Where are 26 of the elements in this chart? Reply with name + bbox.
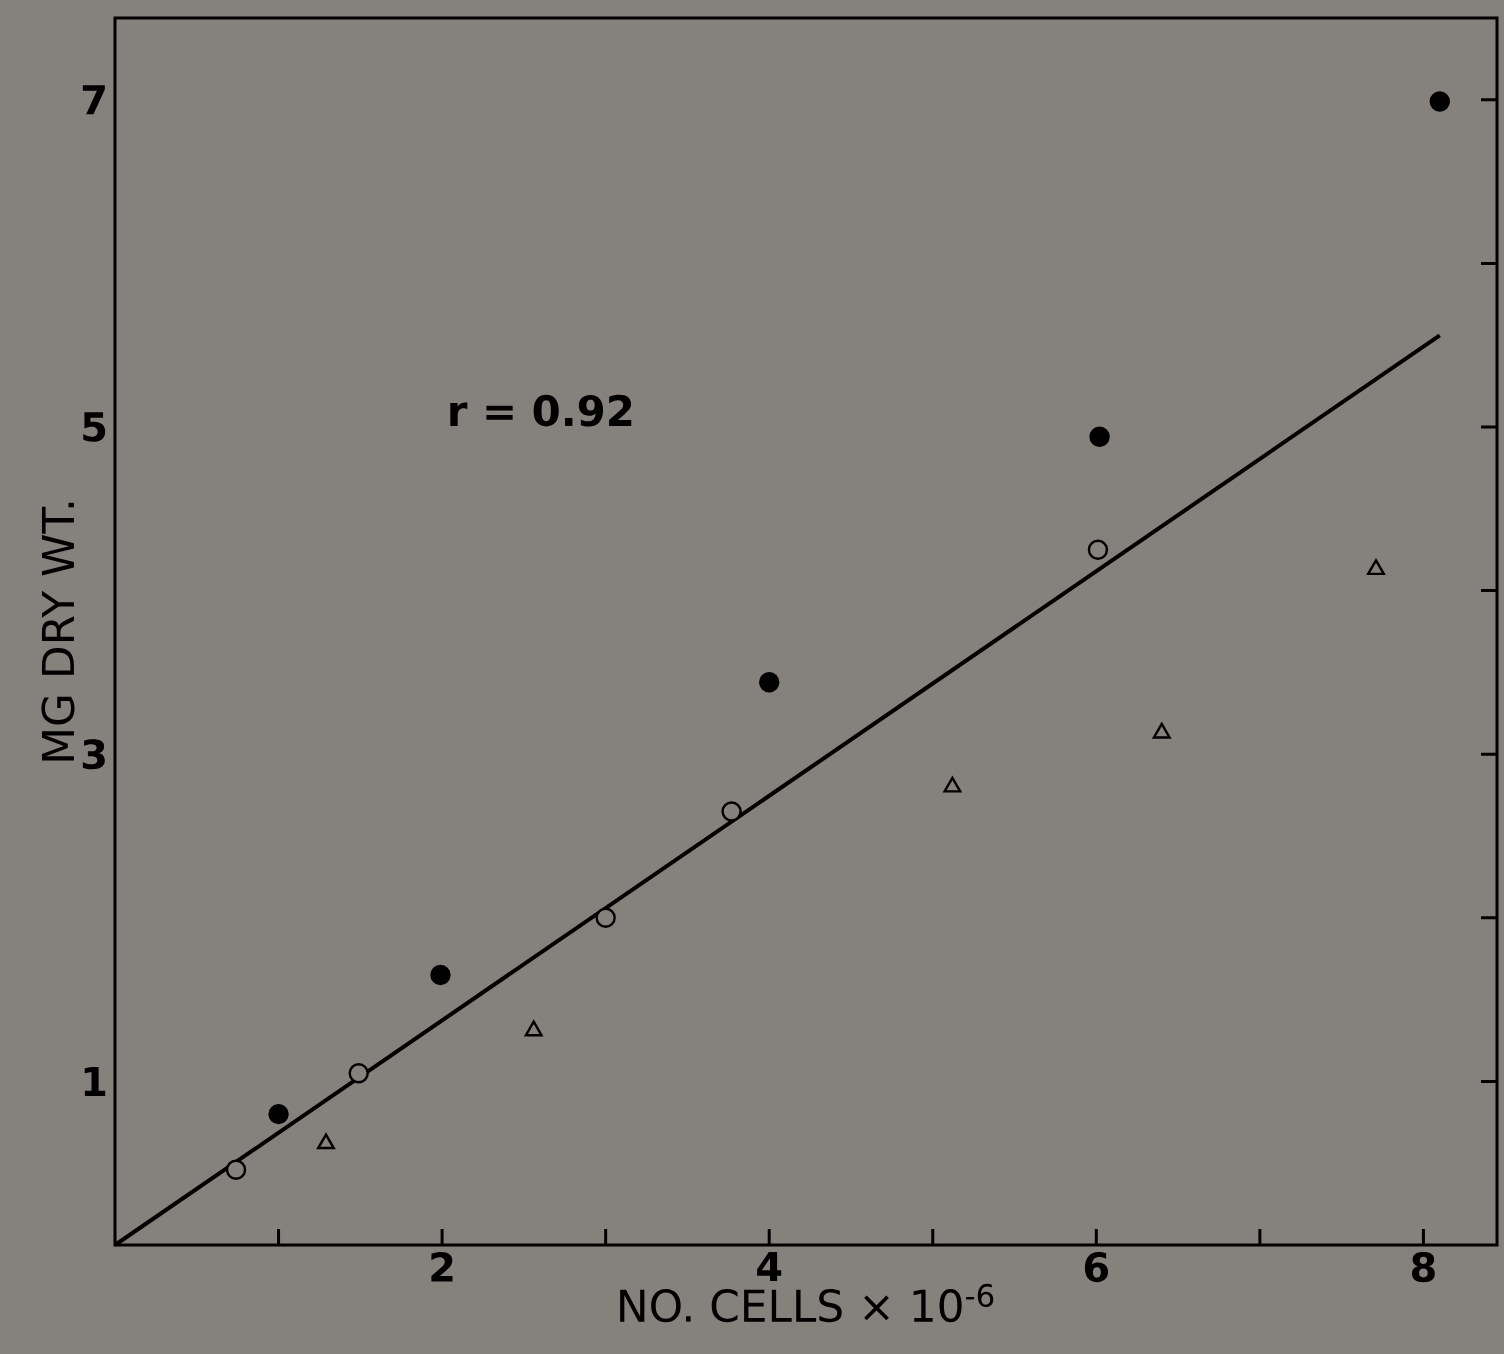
point <box>1152 722 1171 739</box>
annotation: r = 0.92 <box>450 394 632 427</box>
x-axis-title: NO. CELLS × 10$^{-6}$ <box>620 1283 994 1323</box>
y-tick-label: 5 <box>83 412 106 442</box>
point <box>595 907 616 928</box>
point <box>759 672 780 693</box>
point <box>1089 426 1110 448</box>
point <box>316 1133 335 1150</box>
point <box>721 801 742 822</box>
x-tick-label: 6 <box>1084 1252 1109 1283</box>
point <box>1367 559 1385 576</box>
x-tick-label: 2 <box>431 1252 453 1282</box>
point <box>1087 539 1109 560</box>
y-tick-label: 7 <box>82 85 105 115</box>
point <box>524 1020 543 1037</box>
y-tick-label: 1 <box>84 1066 106 1096</box>
point <box>943 776 962 793</box>
y-tick-label: 3 <box>82 739 105 770</box>
y-axis-title: MG DRY WT. <box>41 502 75 761</box>
point <box>225 1159 247 1180</box>
point <box>430 964 451 986</box>
point <box>348 1063 369 1084</box>
point <box>268 1103 289 1125</box>
x-tick-label: 8 <box>1411 1252 1435 1283</box>
point <box>1429 91 1450 112</box>
x-tick-label: 4 <box>757 1252 782 1282</box>
